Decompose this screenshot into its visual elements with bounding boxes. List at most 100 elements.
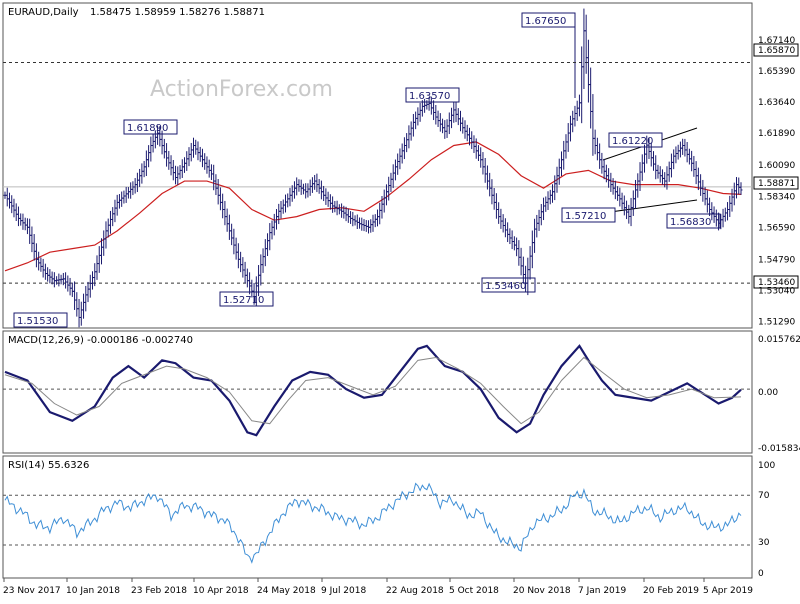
ohlc-bar [16, 206, 20, 227]
ohlc-bar [739, 182, 743, 196]
ohlc-bar [591, 94, 595, 156]
ohlc-bar [358, 217, 362, 229]
ohlc-bar [445, 119, 449, 138]
ohlc-bar [708, 197, 712, 217]
ohlc-bar [476, 145, 480, 161]
ohlc-bar [694, 161, 698, 185]
ohlc-bar [407, 125, 411, 149]
ohlc-bar [497, 202, 501, 224]
ohlc-bar [333, 200, 337, 213]
ohlc-bar [187, 147, 191, 167]
x-tick-label-0: 23 Nov 2017 [3, 586, 61, 596]
ohlc-bar [470, 131, 474, 150]
ohlc-bar [337, 204, 341, 215]
ohlc-bar [398, 148, 402, 170]
ohlc-bar [373, 214, 377, 228]
ohlc-bar [73, 281, 77, 310]
ohlc-bar [517, 240, 521, 266]
ohlc-bar [212, 164, 216, 191]
ohlc-bar [68, 277, 72, 296]
ohlc-bar [481, 152, 485, 175]
ohlc-bar [506, 222, 510, 243]
ohlc-bar [310, 177, 314, 193]
ohlc-bar [32, 234, 36, 261]
ohlc-bar [589, 67, 593, 129]
ohlc-bar [678, 141, 682, 158]
ohlc-bar [609, 172, 613, 192]
ohlc-bar [575, 100, 579, 121]
svg-text:1.56830: 1.56830 [670, 217, 711, 228]
price-y-tick-6: 1.56590 [758, 223, 795, 233]
ohlc-bar [142, 160, 146, 178]
ohlc-bar [465, 124, 469, 142]
svg-text:1.61890: 1.61890 [127, 123, 168, 134]
x-tick-label-5: 9 Jul 2018 [321, 586, 366, 596]
ohlc-bar [117, 194, 121, 209]
ohlc-bar [566, 123, 570, 152]
ohlc-bar [70, 282, 74, 297]
ohlc-bar [306, 183, 310, 198]
ohlc-bar [353, 215, 357, 226]
price-y-tick-3: 1.61890 [758, 129, 795, 139]
ohlc-bar [313, 174, 317, 190]
ohlc-bar [483, 157, 487, 183]
ohlc-bar [564, 134, 568, 159]
trendline-lower [602, 199, 698, 214]
macd-macd-line [4, 344, 742, 437]
ohlc-bar [140, 163, 144, 184]
ohlc-bar [595, 137, 599, 161]
ohlc-bar [297, 179, 301, 192]
annotation-1-67650: 1.67650 [521, 12, 576, 98]
ohlc-bar [607, 168, 611, 188]
price-y-tick-1: 1.65390 [758, 67, 795, 77]
ohlc-bar [169, 155, 173, 176]
macd-label: MACD(12,26,9) -0.000186 -0.002740 [8, 335, 193, 346]
ohlc-bar [443, 120, 447, 139]
ohlc-bar [533, 218, 537, 253]
ohlc-bar [705, 190, 709, 213]
ohlc-bar [571, 110, 575, 133]
ohlc-bar [196, 141, 200, 161]
ohlc-bar [111, 207, 115, 227]
x-tick-label-4: 24 May 2018 [257, 586, 316, 596]
ohlc-bar [485, 165, 489, 190]
ohlc-bar [463, 120, 467, 139]
x-tick-label-8: 20 Nov 2018 [513, 586, 571, 596]
ohlc-bar [183, 157, 187, 173]
ohlc-bar [120, 191, 124, 207]
ohlc-bar [553, 175, 557, 201]
ohlc-bar [622, 195, 626, 216]
ohlc-bar [79, 301, 83, 326]
ohlc-bar [261, 248, 265, 273]
ohlc-bar [602, 158, 606, 180]
ohlc-bar [730, 188, 734, 212]
ohlc-bar [21, 213, 25, 230]
ohlc-bar [542, 197, 546, 221]
ohlc-bar [28, 218, 32, 244]
ohlc-bar [669, 153, 673, 178]
ohlc-bar [257, 265, 261, 297]
ohlc-bar [322, 185, 326, 202]
ohlc-bar [308, 179, 312, 196]
ohlc-bar [241, 257, 245, 278]
ohlc-bar [654, 155, 658, 180]
ohlc-bar [672, 149, 676, 170]
ohlc-bar [544, 196, 548, 212]
ohlc-bar [490, 179, 494, 205]
ohlc-bar [418, 102, 422, 122]
rsi-panel-frame [2, 455, 753, 579]
ohlc-bar [723, 207, 727, 222]
ohlc-bar [295, 177, 299, 196]
ohlc-bar [174, 165, 178, 185]
macd-panel-frame [2, 330, 753, 454]
level-box-low [753, 275, 799, 289]
svg-text:1.52710: 1.52710 [223, 295, 264, 306]
ohlc-bar [126, 187, 130, 199]
ohlc-bar [447, 112, 451, 135]
ohlc-bar [371, 214, 375, 232]
ohlc-bar [598, 143, 602, 169]
macd-tick-top: 0.015762 [758, 335, 800, 345]
macd-tick-zero: 0.00 [758, 388, 778, 398]
ohlc-bar [176, 166, 180, 186]
ohlc-bar [586, 39, 590, 103]
